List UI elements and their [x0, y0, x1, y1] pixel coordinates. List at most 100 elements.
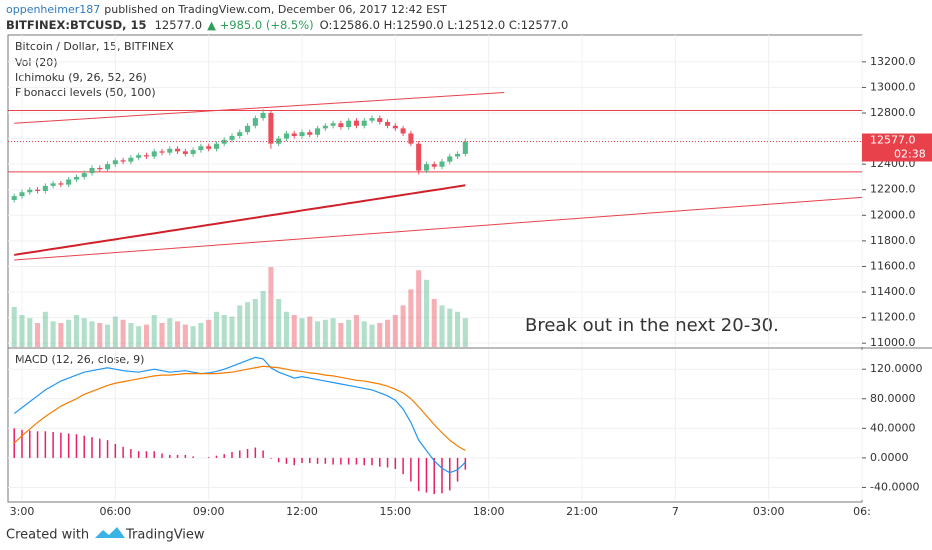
y-tick-label: 13200.0	[870, 55, 916, 68]
volume-bar	[260, 291, 266, 347]
candle-body	[423, 164, 429, 171]
candle-body	[89, 167, 95, 174]
candle-body	[260, 113, 266, 119]
volume-bar	[11, 307, 17, 347]
candle-body	[245, 125, 251, 133]
volume-bar	[361, 321, 367, 347]
y-tick-label: 11400.0	[870, 285, 916, 298]
x-tick-label: 06:	[853, 505, 871, 518]
candle-body	[19, 192, 25, 197]
volume-bar	[112, 316, 118, 347]
volume-bar	[400, 305, 406, 347]
volume-bar	[353, 315, 359, 347]
volume-bar	[175, 321, 181, 347]
volume-bar	[136, 326, 142, 347]
footer-created: Created with	[6, 528, 89, 543]
candle-body	[175, 148, 181, 152]
volume-bar	[307, 316, 313, 347]
y-tick-label: 13000.0	[870, 80, 916, 93]
volume-bar	[299, 318, 305, 347]
macd-line	[13, 365, 466, 452]
candle-body	[112, 160, 118, 165]
chart-title: Bitcoin / Dollar, 15, BITFINEX	[15, 40, 174, 53]
change: ▲ +985.0 (+8.5%)	[207, 18, 314, 32]
macd-line	[13, 356, 466, 474]
volume-bar	[151, 315, 157, 347]
volume-bar	[245, 302, 251, 347]
x-tick-label: 09:00	[193, 505, 225, 518]
candle-body	[400, 128, 406, 134]
annotation: Break out in the next 20-30.	[525, 315, 779, 336]
candle-body	[462, 141, 468, 154]
volume-bar	[423, 279, 429, 347]
volume-bar	[213, 311, 219, 347]
candle-body	[237, 132, 243, 137]
volume-bar	[35, 323, 41, 347]
candle-body	[120, 160, 126, 162]
volume-bar	[431, 299, 437, 347]
volume-bar	[229, 316, 235, 347]
volume-bar	[105, 324, 111, 347]
volume-bar	[81, 318, 87, 347]
indicator: Ichimoku (9, 26, 52, 26)	[15, 71, 147, 84]
candle-body	[136, 155, 142, 158]
volume-bar	[322, 319, 328, 347]
candle-body	[455, 153, 461, 157]
volume-bar	[283, 311, 289, 347]
candle-body	[167, 148, 173, 153]
indicator: Vol (20)	[15, 56, 58, 69]
candle-body	[11, 196, 17, 200]
candle-body	[198, 146, 204, 151]
volume-bar	[377, 323, 383, 347]
candle-body	[268, 113, 274, 144]
candle-body	[105, 164, 111, 170]
y-tick-label: 80.0000	[870, 392, 916, 405]
candle-body	[229, 136, 235, 140]
x-tick-label: 21:00	[566, 505, 598, 518]
volume-bar	[252, 299, 258, 347]
y-tick-label: 11600.0	[870, 259, 916, 272]
y-tick-label: 11000.0	[870, 336, 916, 349]
trend-line	[14, 196, 863, 261]
candle-body	[361, 120, 367, 126]
candle-body	[50, 183, 56, 186]
y-tick-label: 40.0000	[870, 421, 916, 434]
candle-body	[151, 151, 157, 157]
y-tick-label: -40.0000	[870, 480, 919, 493]
volume-bar	[408, 289, 414, 347]
candle-body	[190, 150, 196, 154]
candle-body	[291, 133, 297, 137]
x-tick-label: 03:00	[753, 505, 785, 518]
y-tick-label: 120.0000	[870, 362, 923, 375]
candle-body	[73, 176, 79, 180]
footer-brand: TradingView	[125, 528, 205, 543]
volume-bar	[221, 315, 227, 347]
countdown: 02:38	[894, 148, 926, 161]
published: published on TradingView.com, December 0…	[104, 3, 447, 16]
y-tick-label: 12800.0	[870, 106, 916, 119]
candle-body	[315, 128, 321, 135]
volume-bar	[346, 319, 352, 347]
y-tick-label: 11800.0	[870, 234, 916, 247]
y-tick-label: 12200.0	[870, 183, 916, 196]
candle-body	[299, 132, 305, 137]
last-price-label: 12577.0	[870, 134, 916, 147]
candle-body	[58, 183, 64, 185]
volume-bar	[120, 319, 126, 347]
macd-title: MACD (12, 26, close, 9)	[15, 353, 144, 366]
candle-body	[392, 125, 398, 129]
x-tick-label: 3:00	[10, 505, 35, 518]
y-tick-label: 12000.0	[870, 208, 916, 221]
volume-bar	[42, 311, 48, 347]
candle-body	[346, 120, 352, 128]
volume-bar	[315, 321, 321, 347]
candle-body	[307, 132, 313, 135]
candle-body	[252, 118, 258, 126]
candle-body	[330, 123, 336, 126]
candle-body	[431, 164, 437, 167]
volume-bar	[66, 319, 72, 347]
candle-body	[385, 121, 391, 126]
symbol: BITFINEX:BTCUSD, 15	[6, 18, 147, 32]
volume-bar	[369, 324, 375, 347]
volume-bar	[128, 323, 134, 347]
